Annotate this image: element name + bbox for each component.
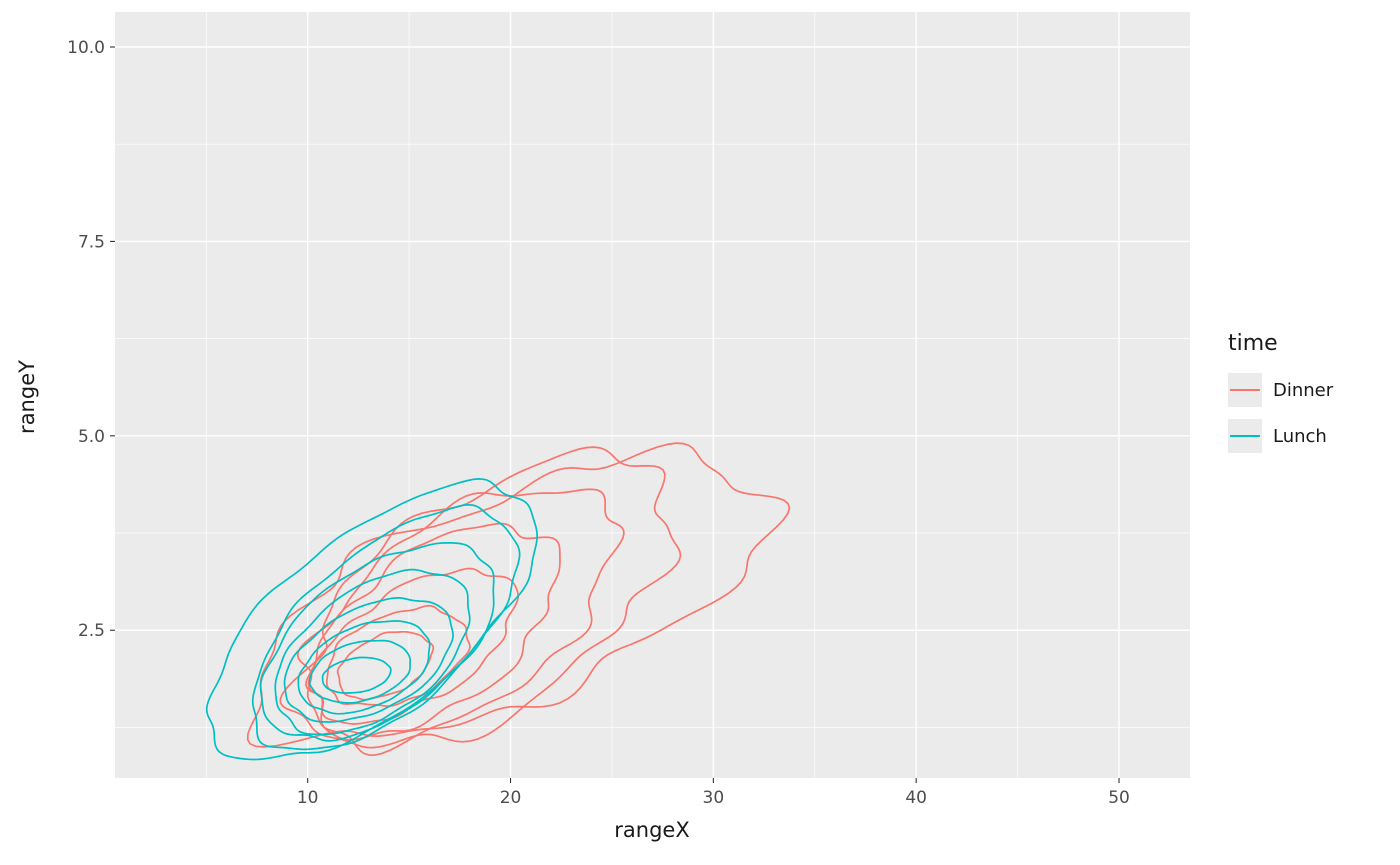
y-tick-label: 2.5 bbox=[78, 621, 105, 641]
legend-entries: Dinner Lunch bbox=[1228, 373, 1333, 453]
legend-label: Dinner bbox=[1273, 379, 1334, 401]
x-tick-label: 40 bbox=[905, 788, 927, 808]
legend-label: Lunch bbox=[1273, 425, 1327, 447]
x-tick-label: 10 bbox=[297, 788, 319, 808]
legend-key-dinner bbox=[1228, 373, 1262, 407]
legend-entry-lunch: Lunch bbox=[1228, 419, 1333, 453]
legend-key-lunch bbox=[1228, 419, 1262, 453]
y-tick-label: 5.0 bbox=[78, 427, 105, 447]
contour-lunch bbox=[274, 568, 471, 736]
contour-lunch bbox=[308, 639, 411, 704]
legend-title: time bbox=[1228, 331, 1278, 356]
legend-key-line bbox=[1230, 435, 1260, 437]
contour-dinner bbox=[279, 446, 682, 749]
contours-layer bbox=[205, 442, 791, 761]
contour-lunch bbox=[297, 620, 431, 715]
contour-lunch bbox=[251, 503, 521, 751]
contour-dinner bbox=[305, 522, 561, 741]
y-tick-label: 10.0 bbox=[67, 38, 105, 58]
y-tick-label: 7.5 bbox=[78, 232, 105, 252]
x-axis-title: rangeX bbox=[614, 818, 690, 842]
contour-lunch bbox=[283, 597, 454, 723]
legend: time Dinner Lunch bbox=[1228, 331, 1333, 465]
contour-dinner bbox=[296, 488, 625, 756]
contour-lunch bbox=[321, 656, 392, 694]
x-tick-label: 30 bbox=[703, 788, 725, 808]
contour-dinner bbox=[307, 567, 519, 725]
contour-lunch bbox=[205, 478, 538, 761]
x-tick-label: 20 bbox=[500, 788, 522, 808]
legend-entry-dinner: Dinner bbox=[1228, 373, 1333, 407]
plot-panel bbox=[115, 12, 1190, 778]
x-tick-label: 50 bbox=[1108, 788, 1130, 808]
y-axis-title: rangeY bbox=[15, 360, 39, 434]
legend-key-line bbox=[1230, 389, 1260, 391]
contour-lunch bbox=[259, 542, 495, 742]
